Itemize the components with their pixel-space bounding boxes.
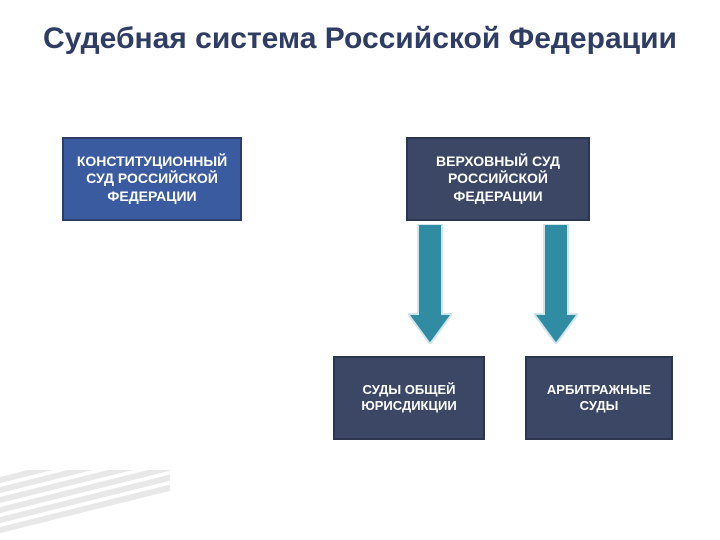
corner-decoration bbox=[0, 470, 170, 540]
node-arbitration-courts: АРБИТРАЖНЫЕ СУДЫ bbox=[525, 356, 673, 440]
node-constitutional-court: КОНСТИТУЦИОННЫЙ СУД РОССИЙСКОЙ ФЕДЕРАЦИИ bbox=[62, 137, 242, 221]
node-general-jurisdiction-courts: СУДЫ ОБЩЕЙ ЮРИСДИКЦИИ bbox=[333, 356, 485, 440]
node-supreme-court: ВЕРХОВНЫЙ СУД РОССИЙСКОЙ ФЕДЕРАЦИИ bbox=[406, 137, 590, 221]
arrow-down-icon bbox=[534, 224, 578, 344]
arrow-down-icon bbox=[408, 224, 452, 344]
page-title: Судебная система Российской Федерации bbox=[0, 22, 720, 57]
